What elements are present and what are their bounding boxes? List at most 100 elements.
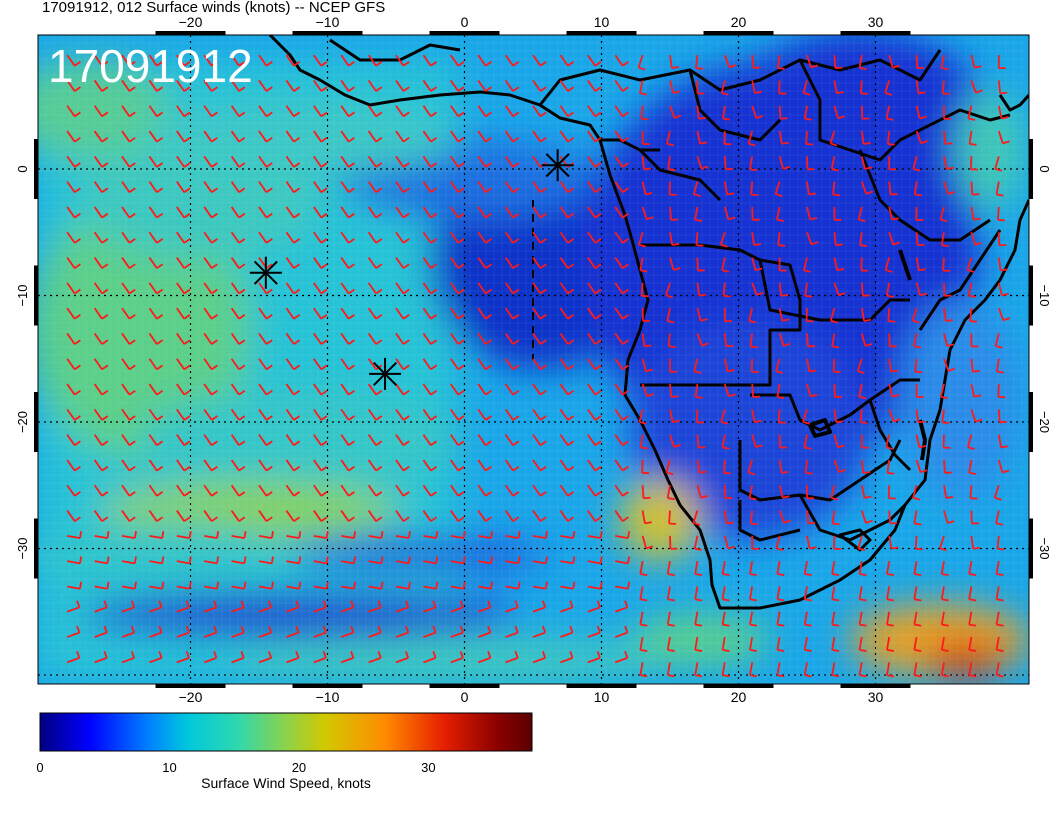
- wind-barb: [696, 105, 706, 120]
- wind-barb: [148, 282, 164, 295]
- wind-barb: [149, 581, 165, 590]
- wind-barb: [970, 358, 980, 373]
- axis-tick-bar: [34, 139, 38, 199]
- lon-tick-label-bottom: 20: [731, 689, 747, 705]
- wind-barb: [532, 257, 547, 269]
- wind-barb: [559, 484, 575, 497]
- wind-barb: [395, 282, 410, 295]
- wind-barb: [751, 282, 764, 296]
- wind-barb: [422, 181, 438, 194]
- lat-tick-label-left: 0: [15, 165, 30, 172]
- wind-barb: [587, 531, 603, 539]
- wind-barb: [285, 332, 301, 345]
- wind-barb: [504, 130, 520, 143]
- wind-barb: [997, 80, 1008, 95]
- wind-barb: [641, 181, 653, 196]
- wind-barb: [806, 333, 815, 348]
- wind-barb: [505, 651, 519, 664]
- wind-barb: [833, 105, 845, 120]
- wind-barb: [477, 434, 492, 447]
- wind-barb: [423, 625, 437, 638]
- axis-tick-bar: [1029, 518, 1033, 579]
- wind-barb: [830, 485, 839, 501]
- wind-barb: [66, 181, 81, 194]
- lat-tick-label-right: 0: [1037, 165, 1052, 172]
- wind-barb: [995, 510, 1004, 526]
- wind-barb: [258, 130, 273, 143]
- wind-barb: [504, 54, 520, 67]
- wind-barb: [995, 560, 1004, 577]
- wind-barb: [641, 383, 654, 398]
- wind-barb: [748, 485, 757, 501]
- wind-barb: [915, 206, 924, 222]
- axis-tick-bar: [429, 31, 500, 35]
- wind-barb: [203, 155, 218, 168]
- wind-barb: [587, 105, 602, 118]
- wind-barb: [942, 257, 951, 272]
- map-frame: [37, 34, 1030, 685]
- wind-barb: [778, 130, 789, 145]
- wind-barb: [532, 459, 547, 472]
- wind-barb: [831, 560, 840, 577]
- wind-barb: [993, 484, 1002, 501]
- wind-barb: [450, 155, 465, 168]
- wind-barb: [367, 206, 383, 219]
- lon-tick-label-bottom: 10: [594, 689, 610, 705]
- wind-barb: [778, 333, 791, 347]
- wind-barb: [532, 408, 547, 421]
- wind-barb: [996, 535, 1005, 551]
- wind-barb: [395, 130, 410, 143]
- wind-barb: [696, 257, 705, 272]
- wind-barb: [230, 257, 246, 269]
- wind-barb: [940, 54, 949, 71]
- wind-barb: [914, 358, 923, 374]
- wind-barb: [258, 531, 274, 539]
- wind-barb: [450, 484, 465, 497]
- wind-barb: [258, 105, 273, 118]
- wind-barb: [806, 510, 816, 525]
- wind-barb: [970, 510, 979, 525]
- wind-barb: [915, 282, 928, 297]
- wind-barb: [587, 383, 602, 396]
- wind-barb: [970, 206, 981, 221]
- wind-barb: [477, 651, 492, 664]
- wind-barb: [258, 332, 273, 345]
- wind-barb: [587, 54, 602, 67]
- wind-barb: [230, 434, 246, 447]
- wind-barb: [395, 332, 410, 345]
- axis-tick-bar: [703, 684, 774, 688]
- wind-barb: [367, 307, 383, 320]
- wind-barb: [751, 232, 762, 247]
- wind-barb: [93, 181, 109, 194]
- lon-tick-label-bottom: −10: [316, 689, 340, 705]
- wind-barb: [751, 257, 763, 272]
- wind-barb: [994, 333, 1003, 349]
- wind-barb: [669, 80, 681, 94]
- wind-barb: [231, 556, 247, 565]
- axis-tick-bar: [1029, 265, 1033, 326]
- wind-barb: [888, 510, 898, 525]
- wind-barb: [285, 105, 301, 118]
- wind-barb: [285, 206, 301, 219]
- wind-barb: [638, 409, 647, 425]
- wind-barb: [887, 308, 896, 323]
- wind-barb: [532, 79, 547, 92]
- wind-barb: [258, 510, 273, 522]
- wind-barb: [176, 510, 191, 522]
- wind-barb: [148, 408, 164, 421]
- wind-barb: [285, 257, 301, 269]
- wind-barb: [559, 54, 575, 67]
- wind-barb: [912, 156, 921, 172]
- wind-barb: [940, 586, 949, 602]
- wind-barb: [559, 105, 575, 118]
- wind-barb: [751, 206, 760, 221]
- wind-barb: [286, 651, 300, 664]
- wind-barb: [667, 333, 676, 349]
- wind-barb: [258, 625, 273, 638]
- wind-barb: [915, 55, 925, 70]
- wind-barb: [258, 581, 274, 590]
- wind-barb: [694, 383, 703, 399]
- wind-barb: [805, 308, 814, 323]
- wind-barb: [640, 282, 649, 298]
- wind-barb: [176, 54, 191, 67]
